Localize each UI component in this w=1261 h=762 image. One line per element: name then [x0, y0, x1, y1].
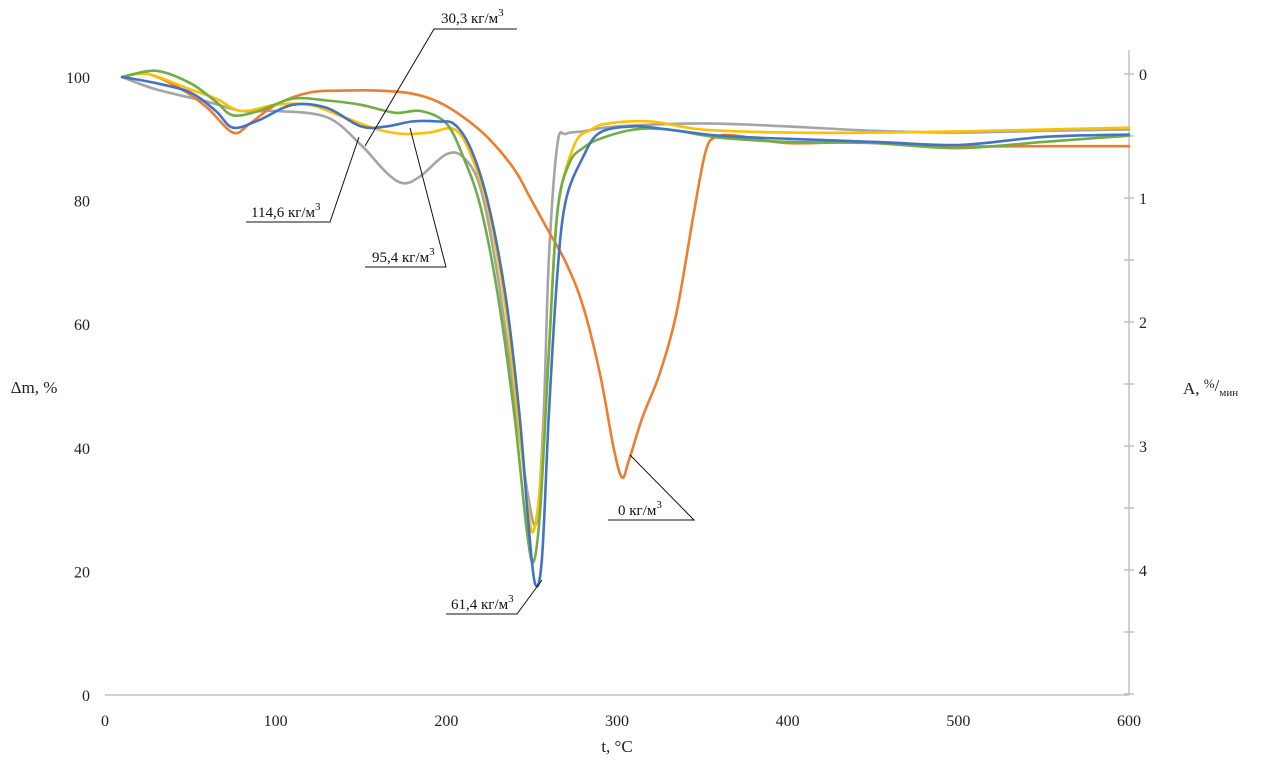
right-y-tick-label: 3	[1139, 439, 1147, 456]
x-tick-label: 600	[1117, 713, 1141, 730]
callout-leader-61-4	[446, 579, 543, 615]
callout-95-4-sup: 3	[429, 246, 435, 258]
callout-leader-95-4	[365, 127, 447, 268]
callout-leader-114-6	[246, 136, 360, 223]
x-tick-label: 400	[776, 713, 800, 730]
left-y-tick-label: 20	[74, 564, 90, 581]
left-y-tick-label: 60	[74, 317, 90, 334]
right-y-axis-title-main: A,	[1183, 379, 1204, 398]
x-tick-label: 200	[434, 713, 458, 730]
right-y-tick-label: 0	[1139, 67, 1147, 84]
x-tick-label: 100	[264, 713, 288, 730]
callout-0-text: 0 кг/м	[618, 503, 657, 519]
right-y-tick-label: 2	[1139, 315, 1147, 332]
right-y-tick-labels: 0 1 2 3 4	[1139, 67, 1147, 580]
series-line-yellow	[120, 72, 1131, 534]
x-tick-label: 0	[101, 713, 109, 730]
series-layer	[120, 69, 1131, 588]
callout-61-4: 61,4 кг/м3	[451, 593, 514, 613]
callout-0-sup: 3	[656, 499, 662, 511]
x-tick-label: 500	[946, 713, 970, 730]
callout-leader-30-3	[364, 28, 517, 147]
left-y-axis-title: Δm, %	[11, 378, 58, 397]
callout-114-6-text: 114,6 кг/м	[251, 205, 316, 221]
right-axis-tick-marks	[1124, 73, 1134, 695]
callout-114-6-sup: 3	[315, 201, 321, 213]
right-y-axis-title-num: %	[1204, 376, 1215, 391]
callout-30-3-text: 30,3 кг/м	[441, 11, 499, 27]
left-y-tick-label: 0	[82, 688, 90, 705]
x-tick-labels: 0 100 200 300 400 500 600	[101, 713, 1141, 730]
right-y-tick-label: 1	[1139, 191, 1147, 208]
left-y-tick-label: 100	[66, 70, 90, 87]
left-y-tick-label: 40	[74, 441, 90, 458]
x-axis-title: t, °C	[601, 737, 632, 756]
callout-95-4: 95,4 кг/м3	[372, 246, 435, 266]
right-y-axis-title-den: мин	[1219, 387, 1238, 399]
right-y-tick-label: 4	[1139, 563, 1147, 580]
callout-114-6: 114,6 кг/м3	[251, 201, 321, 221]
series-line-green	[120, 69, 1131, 564]
callout-61-4-text: 61,4 кг/м	[451, 597, 509, 613]
callout-leader-0	[608, 454, 696, 521]
callout-61-4-sup: 3	[508, 593, 514, 605]
callout-0: 0 кг/м3	[618, 499, 662, 519]
left-y-tick-labels: 0 20 40 60 80 100	[66, 70, 90, 705]
series-line-orange	[120, 72, 1131, 480]
right-y-axis-title-sep: /	[1215, 376, 1220, 395]
callout-30-3: 30,3 кг/м3	[441, 7, 504, 27]
x-tick-label: 300	[605, 713, 629, 730]
series-line-blue	[120, 75, 1131, 588]
left-y-tick-label: 80	[74, 194, 90, 211]
right-y-axis-title: A, %/мин	[1183, 376, 1238, 399]
callout-30-3-sup: 3	[498, 7, 504, 19]
callout-95-4-text: 95,4 кг/м	[372, 250, 430, 266]
